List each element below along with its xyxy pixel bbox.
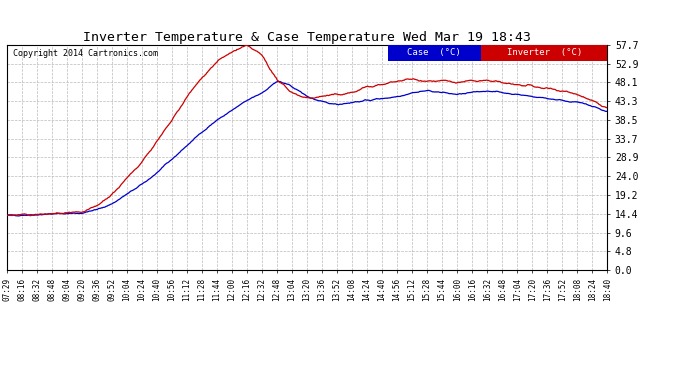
FancyBboxPatch shape <box>388 45 481 61</box>
Text: Case  (°C): Case (°C) <box>407 48 461 57</box>
Text: Inverter  (°C): Inverter (°C) <box>506 48 582 57</box>
Text: Copyright 2014 Cartronics.com: Copyright 2014 Cartronics.com <box>13 50 158 58</box>
Title: Inverter Temperature & Case Temperature Wed Mar 19 18:43: Inverter Temperature & Case Temperature … <box>83 31 531 44</box>
FancyBboxPatch shape <box>481 45 607 61</box>
